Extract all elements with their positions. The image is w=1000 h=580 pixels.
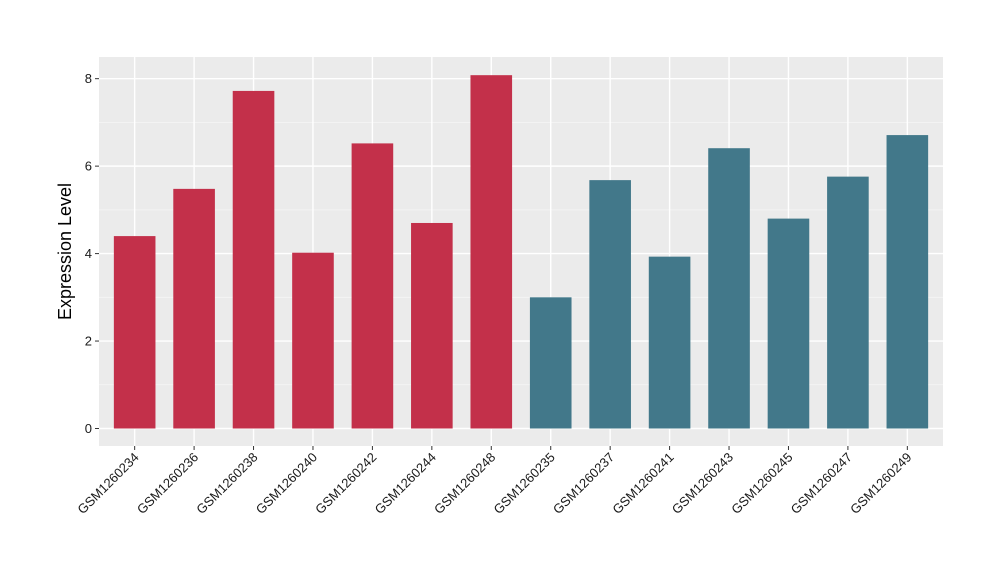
x-tick-label: GSM1260245 xyxy=(728,450,795,517)
bar-GSM1260236 xyxy=(173,188,215,429)
bar-GSM1260235 xyxy=(529,297,572,429)
x-tick-label: GSM1260240 xyxy=(253,450,320,517)
x-tick-label: GSM1260244 xyxy=(372,450,439,517)
x-tick-label: GSM1260236 xyxy=(134,450,201,517)
y-tick-label: 0 xyxy=(85,421,92,436)
bar-GSM1260247 xyxy=(827,176,869,429)
bar-GSM1260234 xyxy=(113,236,156,429)
y-tick-label: 4 xyxy=(85,246,92,261)
y-axis: 0 2 4 6 8 xyxy=(85,71,99,436)
y-axis-title: Expression Level xyxy=(55,183,75,320)
bar-GSM1260244 xyxy=(411,222,453,429)
bar-GSM1260242 xyxy=(351,143,394,429)
x-tick-label: GSM1260234 xyxy=(74,450,141,517)
x-tick-label: GSM1260243 xyxy=(669,450,736,517)
x-tick-label: GSM1260247 xyxy=(788,450,855,517)
x-tick-label: GSM1260241 xyxy=(609,450,676,517)
bar-GSM1260249 xyxy=(886,135,929,429)
bar-GSM1260243 xyxy=(708,148,750,429)
y-tick-label: 8 xyxy=(85,71,92,86)
bars xyxy=(113,75,929,429)
x-tick-label: GSM1260242 xyxy=(312,450,379,517)
x-tick-label: GSM1260249 xyxy=(847,450,914,517)
y-tick-label: 6 xyxy=(85,159,92,174)
bar-GSM1260248 xyxy=(470,75,513,429)
bar-GSM1260240 xyxy=(292,252,334,429)
x-tick-label: GSM1260248 xyxy=(431,450,498,517)
bar-GSM1260241 xyxy=(648,256,691,429)
bar-GSM1260238 xyxy=(232,90,275,429)
x-tick-label: GSM1260238 xyxy=(193,450,260,517)
x-axis: GSM1260234GSM1260236GSM1260238GSM1260240… xyxy=(74,446,914,517)
plot-panel xyxy=(99,57,943,446)
bar-GSM1260245 xyxy=(767,218,810,429)
y-tick-label: 2 xyxy=(85,334,92,349)
x-tick-label: GSM1260235 xyxy=(490,450,557,517)
bar-GSM1260237 xyxy=(589,180,631,429)
x-tick-label: GSM1260237 xyxy=(550,450,617,517)
